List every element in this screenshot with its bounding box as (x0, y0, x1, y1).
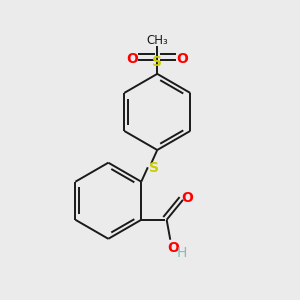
Text: H: H (177, 247, 188, 260)
Text: S: S (152, 55, 162, 69)
Text: CH₃: CH₃ (146, 34, 168, 47)
Text: S: S (148, 161, 159, 175)
Text: O: O (182, 191, 194, 205)
Text: O: O (176, 52, 188, 66)
Text: O: O (167, 241, 179, 255)
Text: O: O (126, 52, 138, 66)
